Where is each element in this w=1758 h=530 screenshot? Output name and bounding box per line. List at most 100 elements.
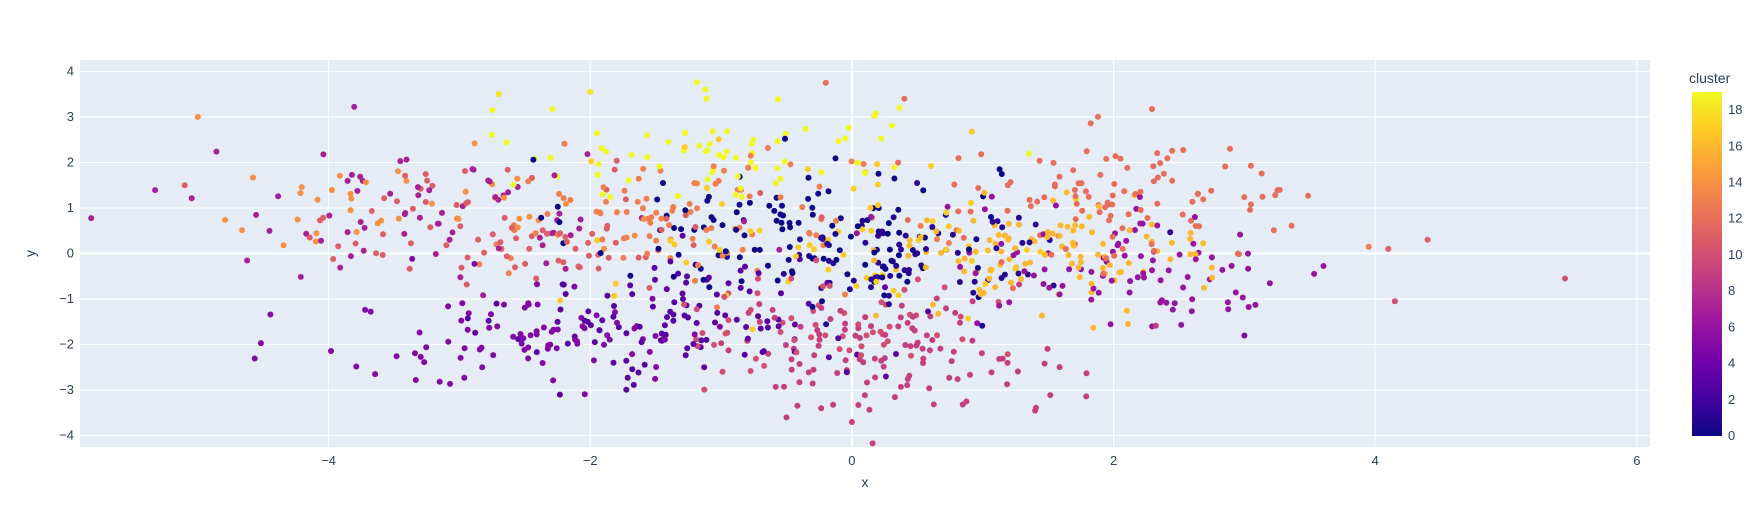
- data-point: [567, 232, 574, 239]
- data-point: [960, 234, 967, 241]
- data-point: [897, 314, 904, 321]
- data-point: [604, 222, 611, 229]
- data-point: [604, 332, 611, 339]
- data-point: [337, 264, 344, 271]
- data-point: [830, 401, 837, 408]
- data-point: [1041, 360, 1048, 367]
- data-point: [998, 259, 1005, 265]
- data-point: [455, 216, 462, 222]
- data-point: [788, 366, 795, 373]
- data-point: [705, 274, 712, 281]
- data-point: [836, 346, 843, 353]
- data-point: [972, 248, 979, 255]
- data-point: [675, 270, 682, 277]
- data-point: [908, 352, 914, 359]
- data-point: [948, 358, 955, 365]
- data-point: [665, 139, 672, 145]
- data-point: [837, 307, 844, 314]
- data-point: [864, 379, 870, 386]
- data-point: [584, 151, 591, 158]
- data-point: [476, 261, 483, 268]
- data-point: [967, 208, 974, 215]
- data-point: [842, 135, 849, 142]
- data-point: [549, 106, 556, 113]
- data-point: [777, 175, 784, 182]
- data-point: [600, 184, 607, 191]
- data-point: [1069, 239, 1076, 246]
- colorbar-gradient: [1692, 92, 1722, 436]
- data-point: [1099, 265, 1106, 271]
- data-point: [432, 251, 439, 257]
- data-point: [909, 247, 916, 253]
- data-point: [882, 284, 888, 291]
- data-point: [597, 250, 604, 256]
- data-point: [1258, 170, 1265, 177]
- data-point: [882, 373, 889, 380]
- x-axis-title: x: [862, 474, 869, 490]
- data-point: [653, 209, 660, 216]
- data-point: [970, 217, 977, 224]
- data-point: [1009, 285, 1016, 292]
- data-point: [891, 394, 898, 401]
- data-point: [652, 375, 659, 382]
- data-point: [699, 330, 706, 336]
- data-point: [548, 230, 555, 237]
- data-point: [737, 185, 744, 192]
- data-point: [861, 170, 868, 177]
- data-point: [314, 196, 321, 203]
- data-point: [579, 323, 586, 330]
- data-point: [789, 268, 795, 275]
- data-point: [724, 329, 731, 336]
- data-point: [1050, 197, 1056, 204]
- data-point: [550, 377, 557, 384]
- data-point: [317, 217, 323, 224]
- data-point: [1072, 193, 1079, 200]
- data-point: [1187, 251, 1194, 258]
- data-point: [481, 249, 488, 256]
- data-point: [820, 283, 826, 290]
- data-point: [652, 333, 659, 339]
- data-point: [532, 230, 539, 237]
- data-point: [1012, 265, 1019, 272]
- data-point: [427, 224, 434, 231]
- data-point: [534, 301, 541, 308]
- data-point: [685, 314, 691, 321]
- data-point: [871, 257, 878, 264]
- data-point: [1228, 262, 1235, 269]
- data-point: [422, 199, 429, 205]
- colorbar-tick-label: 0: [1728, 428, 1735, 443]
- data-point: [809, 380, 816, 387]
- data-point: [1200, 196, 1207, 203]
- data-point: [711, 243, 718, 250]
- data-point: [1305, 192, 1312, 199]
- data-point: [1004, 351, 1011, 358]
- data-point: [904, 217, 911, 223]
- data-point: [445, 338, 452, 345]
- data-point: [868, 213, 875, 220]
- data-point: [837, 215, 844, 222]
- data-point: [623, 330, 630, 337]
- data-point: [603, 148, 610, 155]
- data-point: [982, 281, 989, 287]
- data-point: [782, 130, 789, 137]
- data-point: [1124, 164, 1131, 171]
- data-point: [646, 348, 653, 355]
- data-point: [996, 166, 1003, 173]
- data-point: [757, 325, 764, 332]
- data-point: [624, 374, 631, 381]
- data-point: [646, 284, 653, 291]
- data-point: [693, 320, 700, 326]
- data-point: [974, 320, 981, 327]
- data-point: [640, 216, 647, 223]
- data-point: [722, 312, 729, 319]
- data-point: [959, 336, 966, 343]
- data-point: [692, 224, 699, 230]
- data-point: [986, 275, 993, 282]
- data-point: [671, 299, 678, 306]
- data-point: [661, 322, 668, 329]
- data-point: [1190, 240, 1197, 247]
- data-point: [367, 308, 374, 315]
- data-point: [1208, 187, 1215, 194]
- data-point: [495, 245, 502, 252]
- data-point: [353, 363, 360, 370]
